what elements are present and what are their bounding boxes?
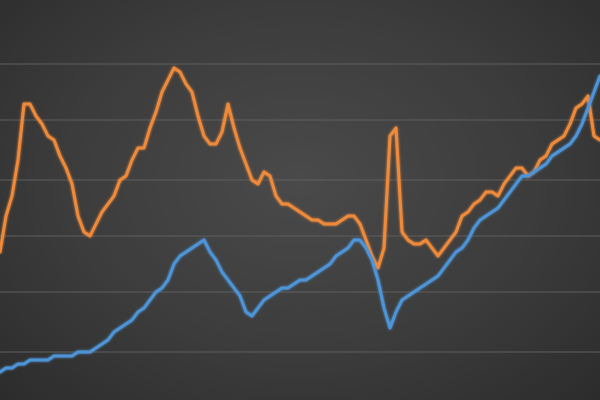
series-line-1: [0, 74, 600, 374]
gridlines: [0, 63, 600, 353]
series-group: [0, 66, 600, 374]
series-line-0: [0, 66, 600, 270]
